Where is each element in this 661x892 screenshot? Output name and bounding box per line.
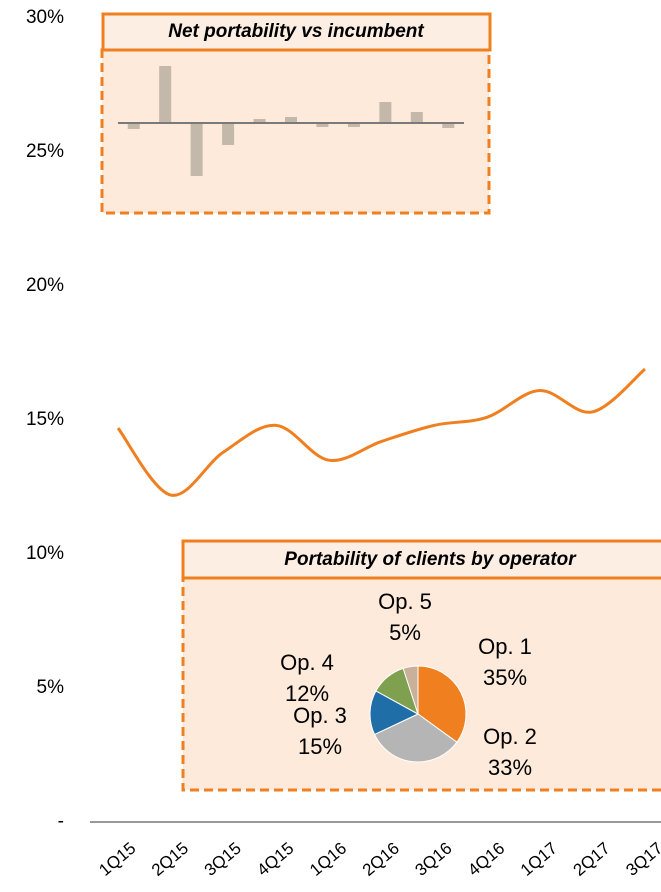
bar: [190, 123, 203, 176]
slice-name: Op. 2: [483, 724, 537, 749]
y-tick-label: 10%: [26, 543, 64, 564]
slice-value: 12%: [285, 681, 329, 706]
x-tick-label: 3Q15: [201, 839, 245, 880]
x-tick-label: 1Q16: [306, 839, 350, 880]
line: [116, 367, 646, 497]
bar: [127, 123, 140, 129]
bar: [347, 123, 360, 127]
x-tick-label: 4Q15: [253, 839, 297, 880]
slice-value: 5%: [389, 620, 421, 645]
x-tick-label: 2Q15: [148, 839, 192, 880]
x-tick-label: 4Q16: [464, 839, 508, 880]
bar: [442, 123, 455, 128]
y-tick-label: 5%: [37, 677, 65, 698]
slice-name: Op. 5: [378, 589, 432, 614]
bar: [285, 117, 297, 123]
slice-name: Op. 3: [293, 703, 347, 728]
bar: [222, 123, 235, 145]
inset-title-box: [101, 12, 492, 52]
inset-title-box: [181, 539, 661, 580]
x-tick-label: 2Q17: [570, 839, 614, 880]
y-tick-label: 15%: [26, 409, 64, 430]
bar: [379, 102, 392, 123]
pie-slice: [417, 665, 467, 743]
pie-slice: [402, 665, 419, 715]
slice-value: 33%: [488, 755, 532, 780]
bar: [316, 123, 329, 127]
x-tick-label: 1Q15: [95, 839, 139, 880]
bar: [159, 66, 172, 123]
y-tick-label: -: [58, 811, 64, 832]
slice-value: 35%: [483, 665, 527, 690]
slice-value: 15%: [298, 734, 342, 759]
x-tick-label: 3Q16: [412, 839, 456, 880]
y-tick-label: 20%: [26, 275, 64, 296]
bar: [253, 119, 266, 123]
y-tick-label: 30%: [26, 7, 64, 28]
x-tick-label: 1Q17: [517, 839, 561, 880]
inset-title: Net portability vs incumbent: [168, 21, 424, 42]
pie-slice: [373, 713, 458, 763]
y-tick-label: 25%: [26, 141, 64, 162]
inset-title: Portability of clients by operator: [284, 549, 577, 570]
x-tick-label: 2Q16: [359, 839, 403, 880]
x-tick-label: 3Q17: [622, 839, 661, 880]
bar: [410, 112, 423, 123]
slice-name: Op. 1: [478, 634, 532, 659]
slice-name: Op. 4: [280, 650, 334, 675]
